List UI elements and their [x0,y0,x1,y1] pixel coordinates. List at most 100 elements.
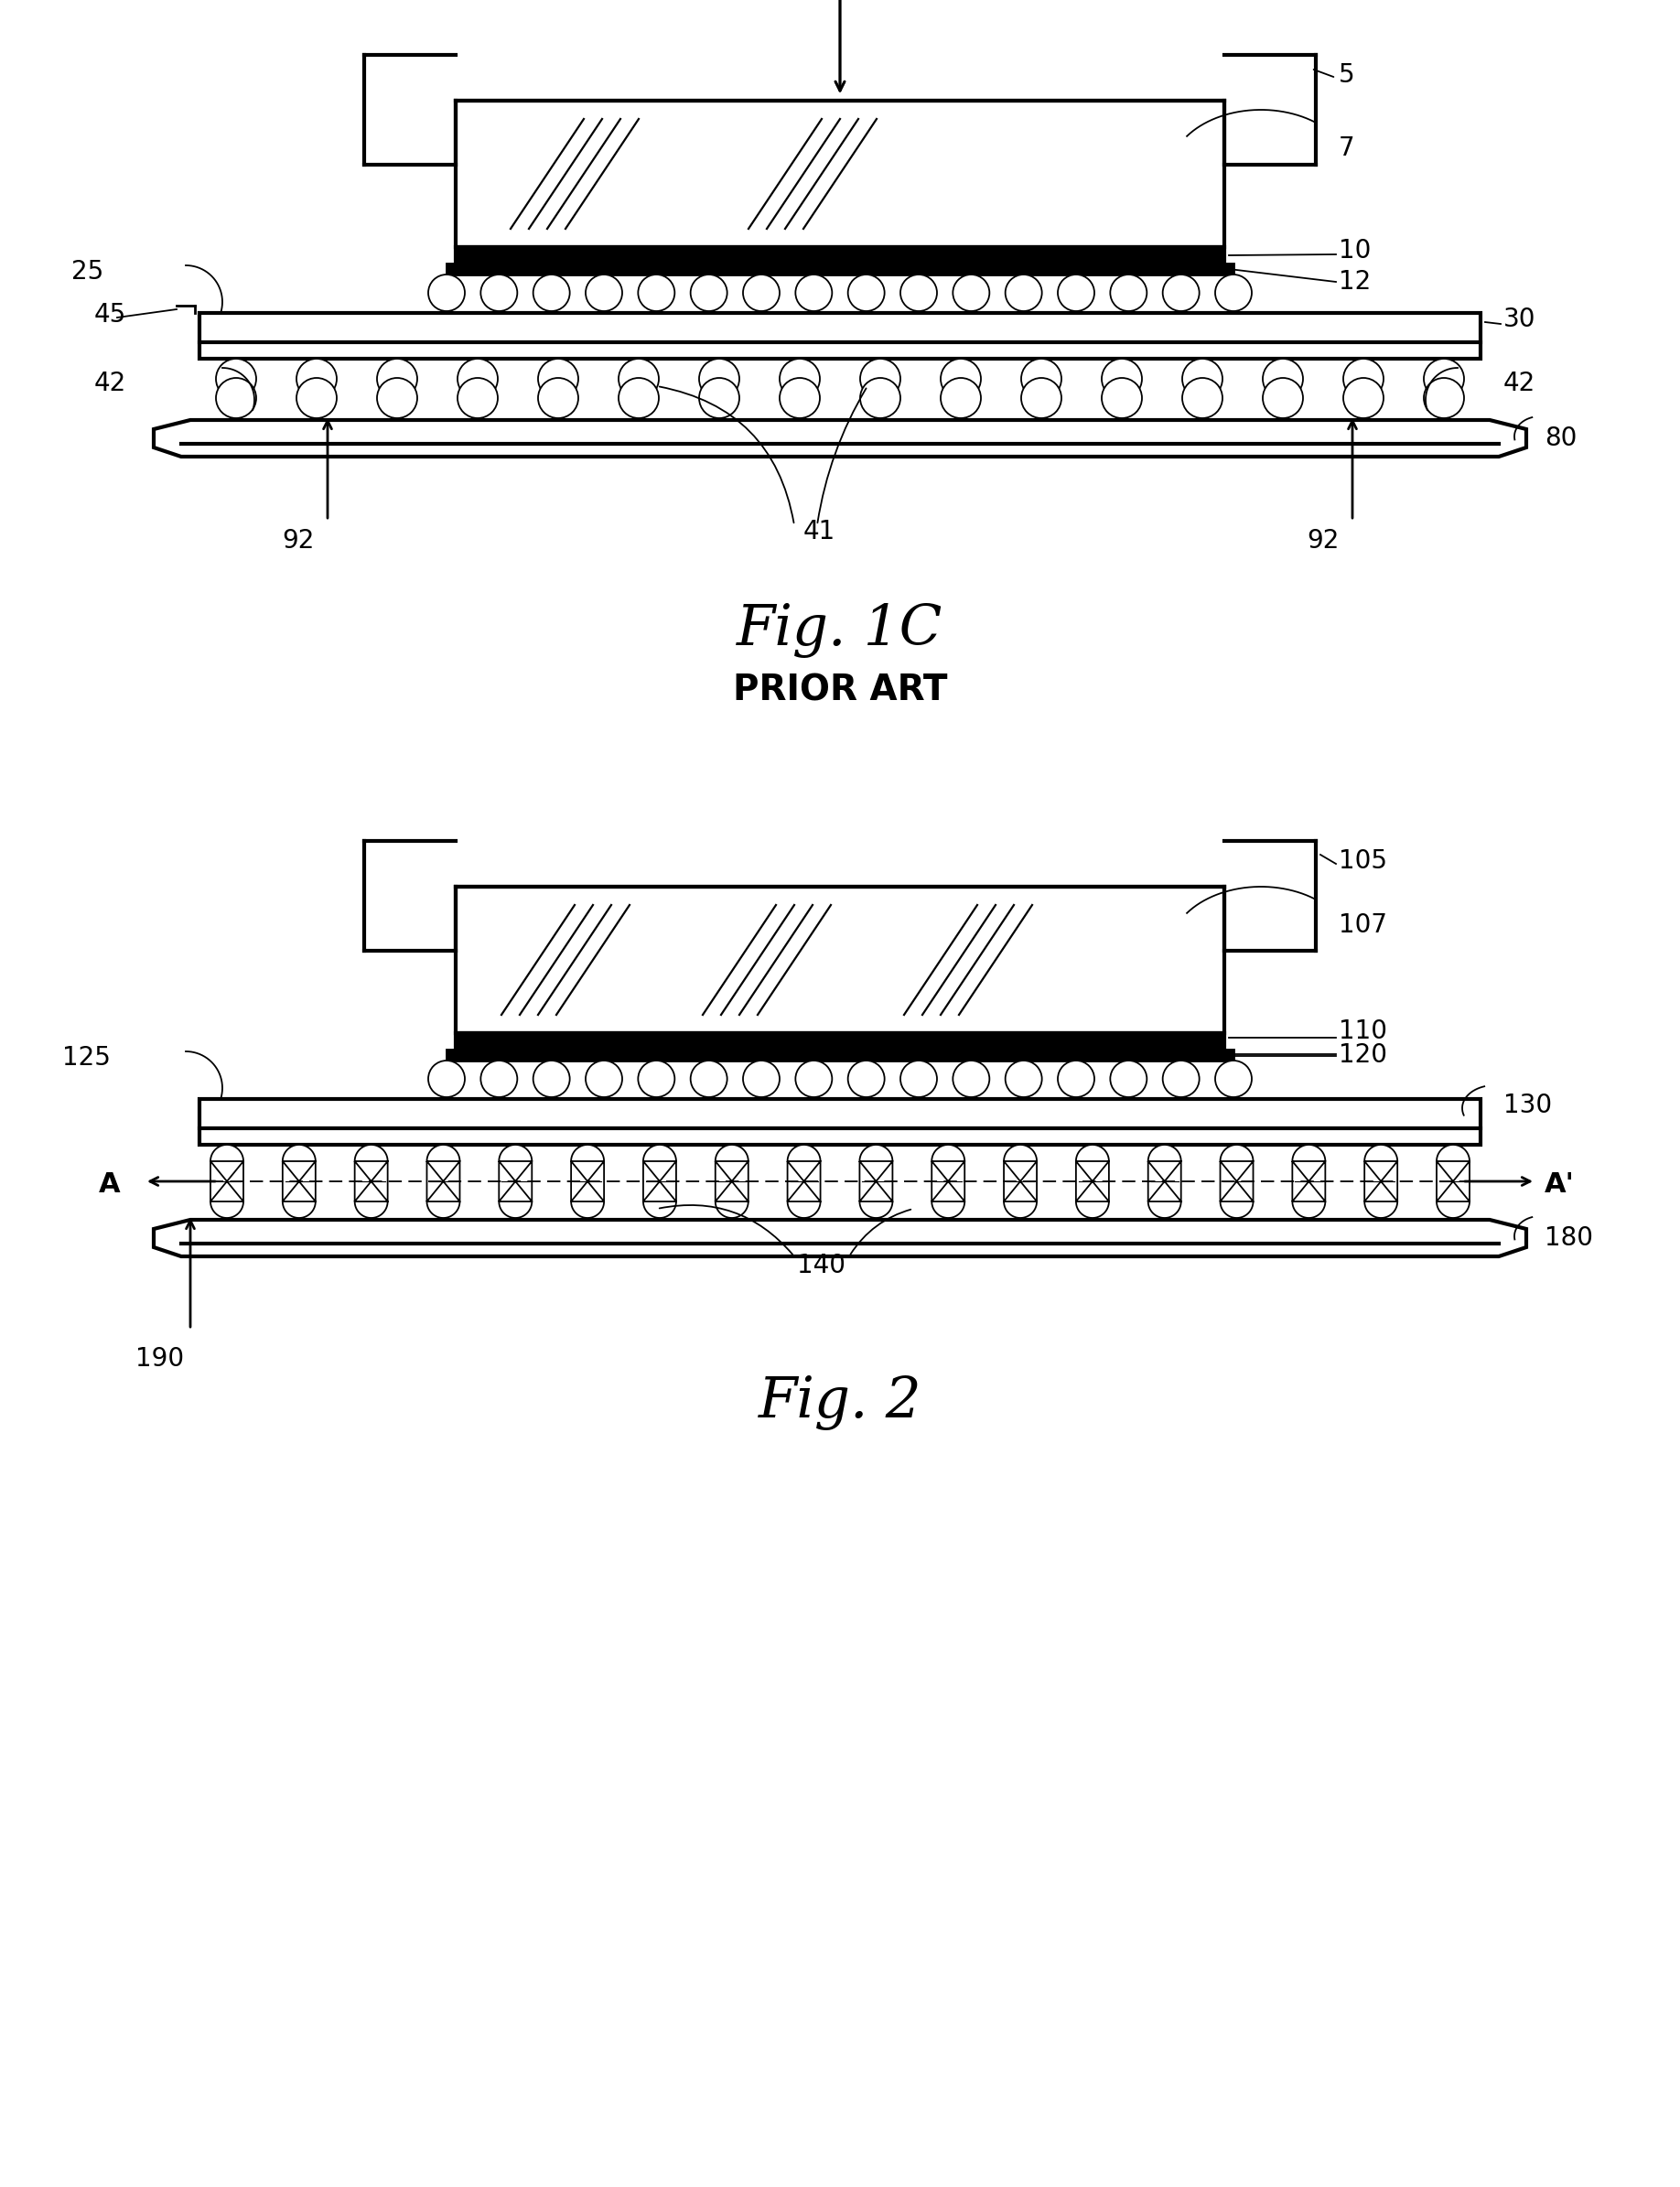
Circle shape [699,378,739,418]
Circle shape [1005,276,1042,311]
Circle shape [1215,276,1252,311]
Text: PRIOR ART: PRIOR ART [732,674,948,706]
Polygon shape [1292,1144,1326,1218]
Circle shape [376,359,417,398]
Circle shape [480,276,517,311]
Text: A: A [99,1172,121,1198]
Text: 5: 5 [1339,61,1354,87]
Text: 140: 140 [798,1253,847,1279]
Circle shape [953,276,990,311]
Circle shape [690,1061,727,1098]
Bar [455,101,1225,247]
Text: 7: 7 [1339,136,1354,162]
Circle shape [638,1061,675,1098]
Bar [455,886,1225,1032]
Text: 42: 42 [94,370,126,396]
Bar [447,1050,1233,1061]
Circle shape [1058,276,1094,311]
Text: 80: 80 [1544,426,1578,451]
Polygon shape [716,1144,748,1218]
Circle shape [953,1061,990,1098]
Bar [200,1100,1480,1144]
Polygon shape [427,1144,460,1218]
Polygon shape [1436,1144,1470,1218]
Polygon shape [155,1220,1525,1255]
Bar [455,1032,1225,1050]
Circle shape [638,276,675,311]
Text: 30: 30 [1504,306,1536,332]
Circle shape [780,378,820,418]
Polygon shape [282,1144,316,1218]
Circle shape [296,378,336,418]
Circle shape [1021,378,1062,418]
Text: 92: 92 [1307,527,1339,553]
Circle shape [1110,276,1147,311]
Circle shape [1110,1061,1147,1098]
Circle shape [428,1061,465,1098]
Text: 41: 41 [803,518,835,545]
Text: 42: 42 [1504,370,1536,396]
Circle shape [795,276,832,311]
Circle shape [586,1061,622,1098]
Circle shape [941,359,981,398]
Text: 125: 125 [62,1045,111,1072]
Bar [455,247,1225,265]
Text: 12: 12 [1339,269,1371,295]
Text: 45: 45 [94,302,126,328]
Circle shape [1423,359,1463,398]
Circle shape [900,276,937,311]
Circle shape [533,1061,570,1098]
Circle shape [743,1061,780,1098]
Polygon shape [1005,1144,1037,1218]
Circle shape [1183,378,1223,418]
Circle shape [376,378,417,418]
Text: Fig. 2: Fig. 2 [758,1376,922,1430]
Circle shape [428,276,465,311]
Circle shape [1344,359,1384,398]
Text: 120: 120 [1339,1043,1388,1067]
Polygon shape [788,1144,820,1218]
Circle shape [296,359,336,398]
Circle shape [780,359,820,398]
Circle shape [1183,359,1223,398]
Text: 190: 190 [136,1345,185,1371]
Circle shape [941,378,981,418]
Circle shape [1344,378,1384,418]
Circle shape [699,359,739,398]
Circle shape [848,1061,885,1098]
Circle shape [217,378,257,418]
Circle shape [860,378,900,418]
Circle shape [1263,378,1304,418]
Circle shape [217,359,257,398]
Bar [447,265,1233,276]
Text: 107: 107 [1339,912,1388,938]
Polygon shape [860,1144,892,1218]
Text: 92: 92 [282,527,314,553]
Polygon shape [210,1144,244,1218]
Circle shape [1058,1061,1094,1098]
Circle shape [900,1061,937,1098]
Circle shape [1021,359,1062,398]
Circle shape [795,1061,832,1098]
Text: 110: 110 [1339,1019,1388,1043]
Circle shape [1163,276,1200,311]
Circle shape [848,276,885,311]
Polygon shape [571,1144,605,1218]
Circle shape [1263,359,1304,398]
Text: 180: 180 [1544,1225,1593,1251]
Text: Fig. 1C: Fig. 1C [738,604,942,658]
Polygon shape [932,1144,964,1218]
Circle shape [538,359,578,398]
Polygon shape [1364,1144,1398,1218]
Circle shape [743,276,780,311]
Circle shape [533,276,570,311]
Circle shape [1005,1061,1042,1098]
Circle shape [618,378,659,418]
Circle shape [690,276,727,311]
Polygon shape [499,1144,533,1218]
Circle shape [457,359,497,398]
Circle shape [618,359,659,398]
Polygon shape [155,420,1525,457]
Text: 130: 130 [1504,1094,1552,1118]
Polygon shape [1147,1144,1181,1218]
